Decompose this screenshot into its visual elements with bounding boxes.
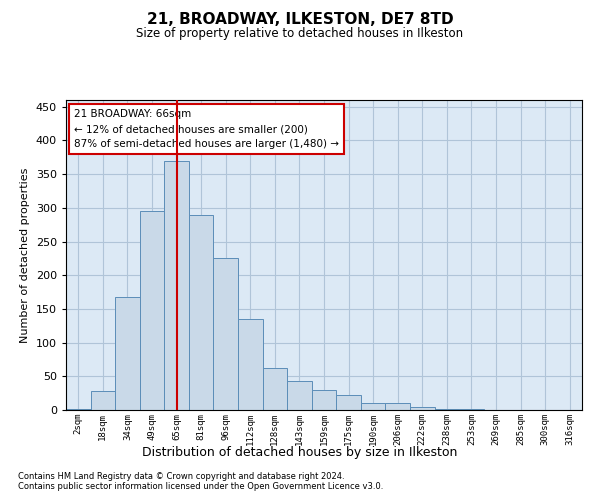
Text: Contains HM Land Registry data © Crown copyright and database right 2024.: Contains HM Land Registry data © Crown c… [18, 472, 344, 481]
Bar [312, 390, 336, 410]
Bar [91, 391, 115, 410]
Bar [410, 406, 434, 410]
Bar [263, 368, 287, 410]
Bar [238, 319, 263, 410]
Bar [140, 211, 164, 410]
Bar [164, 160, 189, 410]
Text: Distribution of detached houses by size in Ilkeston: Distribution of detached houses by size … [142, 446, 458, 459]
Bar [115, 297, 140, 410]
Text: 21 BROADWAY: 66sqm
← 12% of detached houses are smaller (200)
87% of semi-detach: 21 BROADWAY: 66sqm ← 12% of detached hou… [74, 110, 339, 149]
Bar [214, 258, 238, 410]
Text: Contains public sector information licensed under the Open Government Licence v3: Contains public sector information licen… [18, 482, 383, 491]
Bar [361, 404, 385, 410]
Bar [434, 408, 459, 410]
Bar [66, 408, 91, 410]
Bar [189, 214, 214, 410]
Bar [287, 381, 312, 410]
Bar [336, 395, 361, 410]
Bar [385, 402, 410, 410]
Text: 21, BROADWAY, ILKESTON, DE7 8TD: 21, BROADWAY, ILKESTON, DE7 8TD [146, 12, 454, 28]
Text: Size of property relative to detached houses in Ilkeston: Size of property relative to detached ho… [136, 28, 464, 40]
Y-axis label: Number of detached properties: Number of detached properties [20, 168, 30, 342]
